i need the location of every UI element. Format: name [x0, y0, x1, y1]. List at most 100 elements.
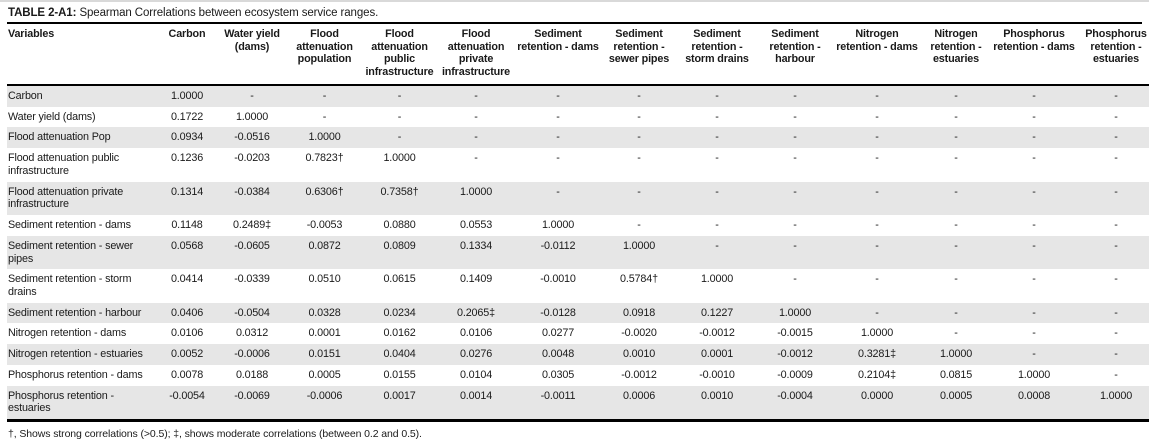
correlation-cell: - — [1114, 152, 1118, 165]
row-variable-label: Flood attenuation public infrastructure — [8, 152, 120, 177]
table-row: Flood attenuation Pop 0.0934 -0.0516 1.0000… — [7, 127, 1149, 149]
correlation-cell: 0.0010 — [622, 348, 656, 361]
correlation-cell: - — [954, 89, 958, 102]
correlation-cell: - — [1032, 306, 1036, 319]
correlation-cell: 0.1148 — [171, 219, 203, 232]
correlation-cell: - — [1032, 110, 1036, 123]
row-variable-label: Sediment retention - dams — [8, 219, 131, 232]
correlation-cell: - — [1114, 306, 1118, 319]
correlation-cell: - — [474, 131, 478, 144]
correlation-cell: - — [793, 110, 797, 123]
correlation-cell: - — [1032, 348, 1036, 361]
correlation-cell: - — [954, 327, 958, 340]
correlation-cell: 0.0010 — [677, 385, 757, 423]
correlation-cell: 0.0815 — [939, 368, 973, 381]
correlation-cell: 0.7823† — [305, 152, 344, 165]
correlation-cell: 0.0510 — [308, 273, 341, 286]
correlation-cell: - — [556, 131, 560, 144]
correlation-cell: 0.0404 — [383, 348, 416, 361]
correlation-cell: 1.0000 — [235, 110, 269, 123]
correlation-cell: - — [1032, 185, 1036, 198]
correlation-cell: -0.0011 — [515, 385, 601, 423]
correlation-cell: 0.0188 — [235, 368, 269, 381]
correlation-cell: -0.0020 — [621, 327, 657, 340]
correlation-cell: - — [1114, 348, 1118, 361]
correlation-cell: - — [793, 152, 797, 165]
correlation-cell: 0.0276 — [459, 348, 493, 361]
correlation-cell: - — [556, 89, 560, 102]
table-title: TABLE 2-A1: Spearman Correlations betwee… — [7, 5, 1142, 24]
correlation-cell: - — [954, 185, 958, 198]
table-row: Sediment retention - dams 0.1148 0.2489‡ -0… — [7, 215, 1149, 236]
correlation-cell: 1.0000 — [308, 131, 341, 144]
correlation-cell: - — [1032, 239, 1036, 252]
correlation-cell: - — [715, 110, 719, 123]
correlation-cell: 0.0155 — [383, 368, 416, 381]
correlation-cell: 0.1314 — [170, 185, 204, 198]
correlation-cell: 0.6306† — [305, 185, 344, 198]
correlation-cell: - — [1032, 327, 1036, 340]
row-variable-label: Nitrogen retention - dams — [8, 327, 127, 340]
correlation-cell: -0.0339 — [234, 273, 270, 286]
correlation-cell: -0.0012 — [621, 368, 657, 381]
correlation-cell: -0.0605 — [234, 239, 270, 252]
correlation-cell: 0.7358† — [380, 185, 419, 198]
correlation-cell: - — [1114, 89, 1118, 102]
correlation-cell: 0.0809 — [383, 239, 416, 252]
column-header: Phosphorus retention - estuaries — [1077, 24, 1149, 86]
correlation-cell: -0.0053 — [306, 219, 343, 232]
correlation-cell: -0.0006 — [234, 348, 270, 361]
correlation-cell: -0.0009 — [777, 368, 813, 381]
correlation-cell: -0.0112 — [540, 239, 576, 252]
column-header: Nitrogen retention - dams — [833, 24, 921, 86]
correlation-cell: 0.0872 — [308, 239, 341, 252]
correlation-cell: 0.0005 — [921, 385, 991, 423]
correlation-cell: -0.0069 — [217, 385, 287, 423]
correlation-cell: - — [637, 185, 641, 198]
correlation-cell: - — [1032, 89, 1036, 102]
row-variable-label: Phosphorus retention - estuaries — [7, 385, 157, 423]
correlation-cell: - — [875, 110, 879, 123]
table-footnote: †, Shows strong correlations (>0.5); ‡, … — [8, 428, 422, 440]
column-header: Carbon — [157, 24, 217, 86]
correlation-cell: 0.0234 — [383, 306, 416, 319]
table-number-label: TABLE 2-A1: — [8, 7, 77, 19]
correlation-cell: - — [954, 131, 958, 144]
correlation-cell: 0.0553 — [459, 219, 493, 232]
column-header: Flood attenuation private infrastructure — [437, 24, 515, 86]
correlation-cell: 0.0017 — [362, 385, 437, 423]
correlation-cell: 0.0918 — [622, 306, 656, 319]
correlation-table: Variables Carbon Water yield (dams) Flood … — [7, 24, 1149, 423]
correlation-cell: -0.0504 — [234, 306, 270, 319]
correlation-cell: 0.5784† — [620, 273, 658, 286]
correlation-cell: - — [1114, 131, 1118, 144]
correlation-cell: 0.2489‡ — [233, 219, 271, 232]
column-header: Sediment retention - storm drains — [677, 24, 757, 86]
correlation-cell: 0.1236 — [170, 152, 204, 165]
correlation-cell: - — [715, 185, 719, 198]
correlation-cell: 0.0162 — [383, 327, 416, 340]
correlation-cell: -0.0516 — [234, 131, 270, 144]
correlation-cell: - — [474, 152, 478, 165]
correlation-cell: -0.0010 — [699, 368, 735, 381]
correlation-cell: 1.0000 — [459, 185, 493, 198]
correlation-cell: 0.1409 — [459, 273, 493, 286]
correlation-cell: - — [397, 89, 402, 102]
correlation-cell: - — [1114, 239, 1118, 252]
correlation-cell: - — [954, 152, 958, 165]
correlation-cell: -0.0012 — [777, 348, 813, 361]
correlation-cell: - — [556, 185, 560, 198]
correlation-cell: - — [1114, 110, 1118, 123]
correlation-cell: - — [1114, 368, 1118, 381]
correlation-cell: 0.0048 — [541, 348, 575, 361]
correlation-cell: 1.0000 — [383, 152, 416, 165]
correlation-cell: 0.0078 — [170, 368, 204, 381]
correlation-cell: - — [793, 185, 797, 198]
correlation-cell: - — [875, 306, 879, 319]
variables-column-header: Variables — [7, 24, 157, 86]
table-row: Carbon 1.0000 - - - - - - - - - - - - — [7, 84, 1149, 107]
correlation-cell: - — [637, 152, 641, 165]
correlation-cell: 0.0001 — [308, 327, 341, 340]
correlation-cell: - — [875, 273, 879, 286]
column-header: Sediment retention - harbour — [757, 24, 833, 86]
